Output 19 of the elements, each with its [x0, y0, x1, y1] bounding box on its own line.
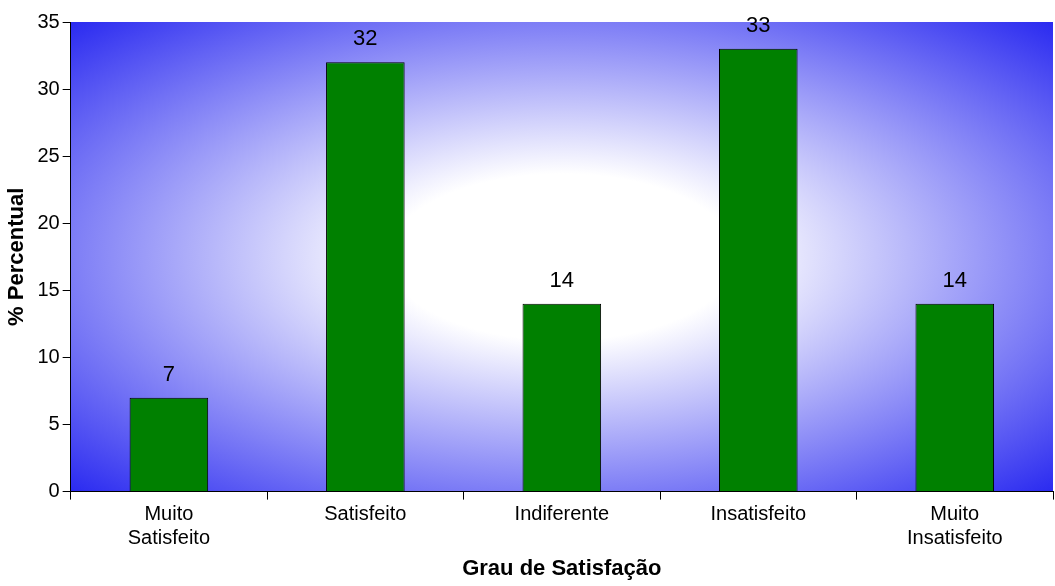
y-tick-label: 20: [37, 210, 60, 233]
data-label: 7: [162, 360, 176, 386]
y-tick-label: 5: [48, 412, 60, 435]
y-tick-label: 15: [37, 277, 60, 300]
x-tick-label: Satisfeito: [324, 502, 407, 525]
y-tick-label: 35: [37, 9, 60, 32]
x-tick-label: Insatisfeito: [710, 502, 807, 525]
data-label: 14: [549, 266, 575, 292]
y-axis-title: % Percentual: [3, 187, 29, 326]
y-tick-label: 10: [37, 344, 60, 367]
data-label: 14: [942, 266, 968, 292]
data-label: 32: [353, 25, 378, 51]
x-tick-label: Muito Insatisfeito: [906, 502, 1003, 549]
x-tick-label: Indiferente: [514, 502, 610, 525]
y-tick-label: 25: [37, 143, 60, 166]
x-axis-title: Grau de Satisfação: [462, 554, 662, 580]
y-tick-label: 0: [48, 479, 60, 502]
x-tick-label: Muito Satisfeito: [127, 502, 211, 549]
y-tick-label: 30: [37, 76, 60, 99]
